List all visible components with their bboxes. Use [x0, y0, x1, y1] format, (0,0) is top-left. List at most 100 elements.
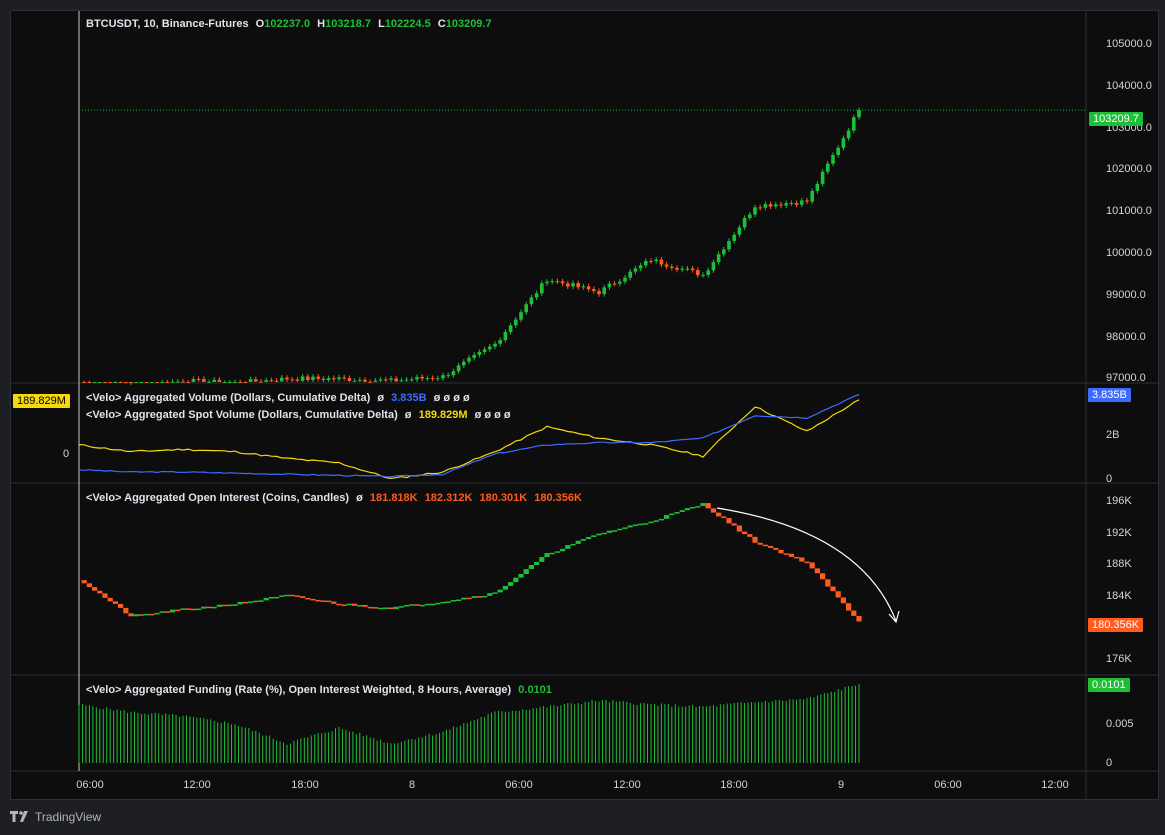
oi-candle	[658, 518, 664, 521]
time-tick: 8	[408, 779, 416, 791]
oi-candle	[716, 512, 722, 517]
oi-candle	[372, 607, 378, 609]
oi-close: 180.356K	[534, 492, 582, 504]
oi-candle	[778, 549, 784, 554]
price-candle	[779, 204, 783, 206]
time-tick: 12:00	[183, 779, 211, 791]
chart-frame[interactable]: BTCUSDT, 10, Binance-Futures O102237.0 H…	[10, 10, 1160, 801]
oi-candle	[674, 511, 680, 514]
time-tick: 06:00	[934, 779, 962, 791]
price-candle	[92, 382, 97, 383]
oi-candle	[175, 609, 181, 612]
oi-candle	[586, 536, 592, 540]
price-candle	[123, 382, 128, 383]
oi-candle	[742, 531, 748, 535]
price-candle	[326, 378, 331, 381]
price-tick: 105000.0	[1106, 38, 1152, 50]
oi-candle	[305, 597, 311, 600]
oi-candle	[409, 604, 415, 606]
funding-tick: 0	[1106, 757, 1113, 769]
oi-candle	[346, 603, 352, 606]
oi-candle	[747, 534, 753, 537]
price-candle	[773, 204, 778, 207]
oi-candle	[445, 601, 451, 603]
oi-candle	[404, 604, 410, 607]
oi-candle	[310, 598, 316, 601]
oi-candle	[606, 530, 612, 533]
price-candle	[352, 380, 357, 382]
oi-open: 181.818K	[369, 492, 418, 504]
price-candle	[586, 286, 591, 290]
chart-canvas[interactable]	[11, 11, 1160, 801]
price-candle	[493, 343, 497, 347]
time-tick: 06:00	[76, 779, 104, 791]
oi-candle	[731, 523, 737, 526]
time-tick: 12:00	[1041, 779, 1069, 791]
oi-candle	[435, 602, 441, 605]
price-candle	[597, 291, 601, 295]
oi-candle	[814, 568, 820, 574]
ohlc-close-label: C	[437, 18, 446, 30]
price-candle	[675, 267, 679, 270]
oi-candle	[684, 508, 690, 511]
spot-volume-left-pill: 189.829M	[13, 394, 70, 408]
oi-candle	[502, 585, 508, 590]
price-candle	[851, 117, 856, 131]
price-candle	[389, 378, 393, 380]
oi-candle	[539, 557, 545, 562]
tradingview-logo-icon	[10, 811, 28, 822]
price-candle	[383, 379, 388, 381]
oi-candle	[554, 551, 560, 553]
price-candle	[394, 378, 399, 382]
price-candle	[784, 203, 789, 206]
oi-candle	[414, 604, 420, 606]
price-candle	[555, 281, 560, 283]
price-candle	[654, 259, 659, 262]
price-candle	[763, 204, 768, 208]
oi-candle	[762, 544, 768, 547]
oi-legend: <Velo> Aggregated Open Interest (Coins, …	[86, 492, 586, 504]
price-candle	[191, 378, 196, 382]
brand-text: TradingView	[35, 810, 102, 824]
price-candle	[487, 346, 492, 350]
oi-candle	[809, 562, 815, 569]
oi-candle	[783, 553, 789, 555]
tradingview-brand[interactable]: TradingView	[10, 810, 101, 824]
oi-candle	[721, 516, 727, 519]
price-candle	[742, 217, 747, 228]
oi-candle	[86, 583, 92, 588]
oi-tick: 196K	[1106, 495, 1132, 507]
oi-candle	[856, 615, 862, 622]
price-candle	[363, 379, 367, 382]
price-candle	[820, 171, 825, 184]
symbol-legend: BTCUSDT, 10, Binance-Futures O102237.0 H…	[86, 18, 496, 30]
oi-candle	[695, 506, 701, 508]
price-candle	[222, 382, 227, 383]
price-candle	[149, 382, 154, 383]
price-candle	[248, 379, 253, 382]
oi-candle	[232, 604, 238, 606]
annotation-arrowhead	[888, 610, 900, 624]
oi-candle	[185, 608, 191, 610]
price-tick: 102000.0	[1106, 163, 1152, 175]
price-candle	[545, 281, 549, 284]
oi-candle	[768, 545, 774, 548]
oi-candle	[222, 604, 228, 607]
oi-candle	[710, 508, 716, 513]
oi-tick: 192K	[1106, 527, 1132, 539]
price-candle	[534, 293, 539, 298]
price-candle	[461, 361, 466, 366]
price-candle	[430, 378, 435, 380]
price-candle	[373, 380, 378, 382]
oi-candle	[757, 542, 763, 545]
price-candle	[623, 277, 627, 282]
oi-phi: ø	[356, 492, 363, 504]
oi-candle	[534, 561, 540, 565]
oi-candle	[97, 590, 103, 594]
funding-right-pill: 0.0101	[1088, 678, 1130, 692]
oi-low: 180.301K	[479, 492, 528, 504]
oi-candle	[575, 540, 581, 544]
oi-label: <Velo> Aggregated Open Interest (Coins, …	[86, 492, 350, 504]
price-candle	[680, 268, 685, 270]
time-tick: 12:00	[613, 779, 641, 791]
